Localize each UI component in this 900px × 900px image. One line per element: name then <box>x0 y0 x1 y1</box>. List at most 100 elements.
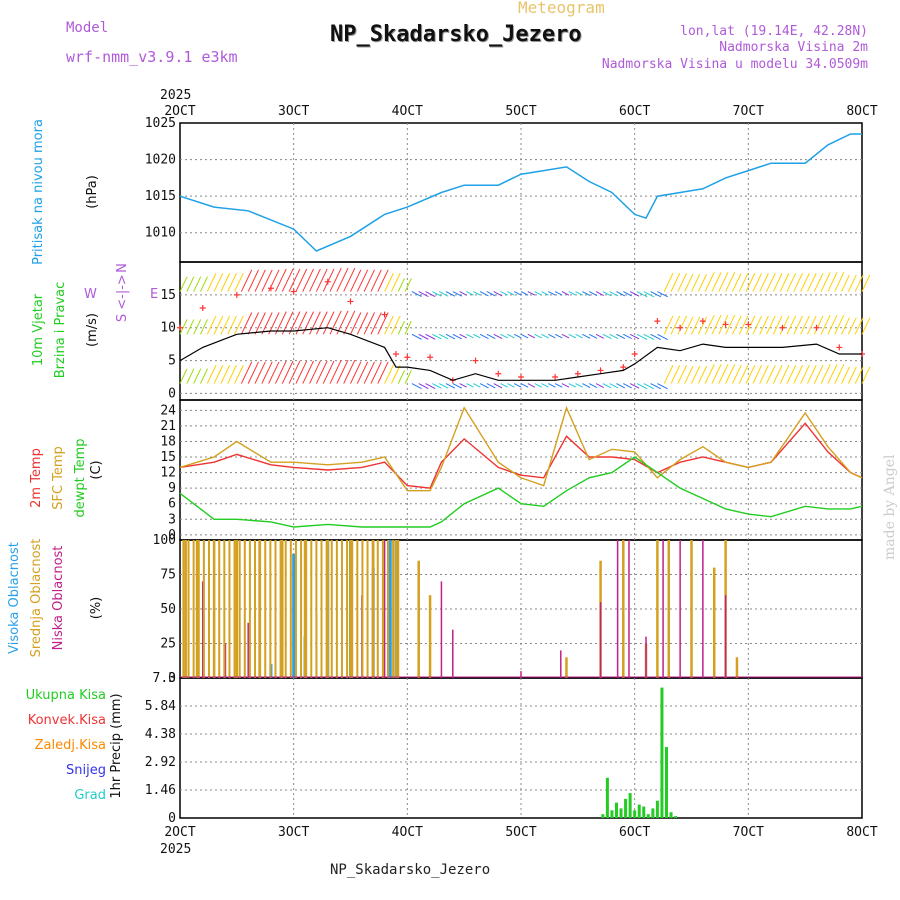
wind-barb <box>404 278 412 292</box>
wind-barb <box>206 315 217 335</box>
wind-barb <box>834 314 845 335</box>
y-tick-temp: 21 <box>160 419 176 434</box>
wind-barb <box>513 383 522 388</box>
gust-marker <box>597 367 604 374</box>
wind-barb <box>711 364 722 384</box>
mid-cloud-bar <box>351 540 354 678</box>
precip-unit: 1hr Precip (mm) <box>109 693 124 798</box>
wind-barb <box>841 274 850 292</box>
gust-marker <box>813 324 820 331</box>
wind-barb <box>588 333 598 339</box>
wind-barb <box>663 273 674 292</box>
wind-barb <box>725 364 736 384</box>
mid-cloud-bar <box>371 540 374 678</box>
wind-barb <box>322 360 335 384</box>
wind-barb <box>527 333 536 339</box>
wind-barb <box>636 333 648 341</box>
wind-barb <box>275 268 287 292</box>
wind-barb <box>813 315 824 335</box>
gust-marker <box>199 305 206 311</box>
wind-barb <box>759 315 769 335</box>
wind-barb <box>663 315 674 335</box>
mid-cloud-bar <box>326 540 330 678</box>
mid-cloud-bar <box>397 540 400 678</box>
wind-barb <box>179 368 188 384</box>
mid-cloud-bar <box>392 540 395 678</box>
precip-bar <box>619 808 623 818</box>
wind-barb <box>745 365 756 384</box>
y-tick-cloud: 100 <box>153 533 176 548</box>
wind-barb <box>418 291 429 297</box>
mid-cloud-bar <box>284 540 287 678</box>
wind-barb <box>786 365 797 384</box>
wind-barb <box>704 364 715 384</box>
wind-barb <box>234 273 244 292</box>
wind-barb <box>548 291 556 296</box>
wind-barb <box>247 312 260 335</box>
wind-barb <box>350 312 362 335</box>
wind-barb <box>684 316 694 335</box>
wind-barb <box>697 273 708 292</box>
precip-legend-0: Ukupna Kisa <box>26 688 106 703</box>
wind-barb <box>356 361 369 384</box>
wind-barb <box>820 314 831 335</box>
wind-barb <box>582 383 591 389</box>
wind-barb <box>513 333 522 339</box>
mid-cloud-bar <box>235 540 239 678</box>
wind-barb <box>254 312 266 335</box>
wind-barb <box>800 365 810 384</box>
mid-cloud-bar <box>381 540 384 678</box>
wind-barb <box>356 312 369 335</box>
wind-title-2: Brzina i Pravac <box>53 282 68 379</box>
wind-barb <box>275 360 287 384</box>
wind-barb <box>363 269 375 292</box>
wind-barb <box>766 273 776 292</box>
wind-barb <box>588 383 598 389</box>
wind-barb <box>493 291 503 297</box>
wind-barb <box>704 272 715 292</box>
wind-barb <box>861 366 871 384</box>
x-tick-bottom: 5OCT <box>505 825 536 840</box>
gust-marker <box>552 374 559 380</box>
wind-barb <box>772 315 783 335</box>
mid-cloud-bar <box>192 540 195 678</box>
wind-barb <box>507 291 515 296</box>
wind-barb <box>663 365 674 384</box>
mid-cloud-bar <box>376 540 379 678</box>
mid-cloud-bar <box>356 540 359 678</box>
x-tick-top: 8OCT <box>846 104 877 119</box>
wind-barb <box>575 291 583 296</box>
wind-barb <box>541 291 549 296</box>
wind-barb <box>261 361 273 384</box>
wind-barb <box>752 273 763 292</box>
wind-barb <box>418 383 429 389</box>
wind-barb <box>554 291 563 296</box>
wind-barb <box>473 291 481 296</box>
precip-bar <box>664 747 668 818</box>
wind-barb <box>609 333 619 340</box>
wind-barb <box>350 269 362 292</box>
wind-barb <box>315 268 328 292</box>
gust-marker <box>699 318 706 325</box>
wind-barb <box>445 291 456 297</box>
wind-barb <box>759 365 769 384</box>
x-tick-top: 3OCT <box>278 104 309 119</box>
wind-barb <box>363 312 375 335</box>
cloud-title-1: Visoka Oblacnost <box>7 542 22 654</box>
wind-unit: (m/s) <box>85 313 100 347</box>
wind-barb <box>500 291 508 296</box>
wind-barb <box>691 273 701 292</box>
temp-title-2: SFC Temp <box>51 446 66 510</box>
wind-barb <box>786 315 797 335</box>
y-tick-precip: 4.38 <box>145 727 176 742</box>
wind-barb <box>779 365 790 384</box>
wind-barb <box>588 291 598 297</box>
gust-marker <box>631 351 638 357</box>
wind-barb <box>309 268 321 292</box>
wind-barb <box>343 359 356 384</box>
wind-barb <box>738 365 749 384</box>
wind-title-1: 10m Vjetar <box>31 293 46 366</box>
wind-barb <box>650 383 662 390</box>
precip-bar <box>614 802 618 818</box>
wind-barb <box>806 273 817 292</box>
